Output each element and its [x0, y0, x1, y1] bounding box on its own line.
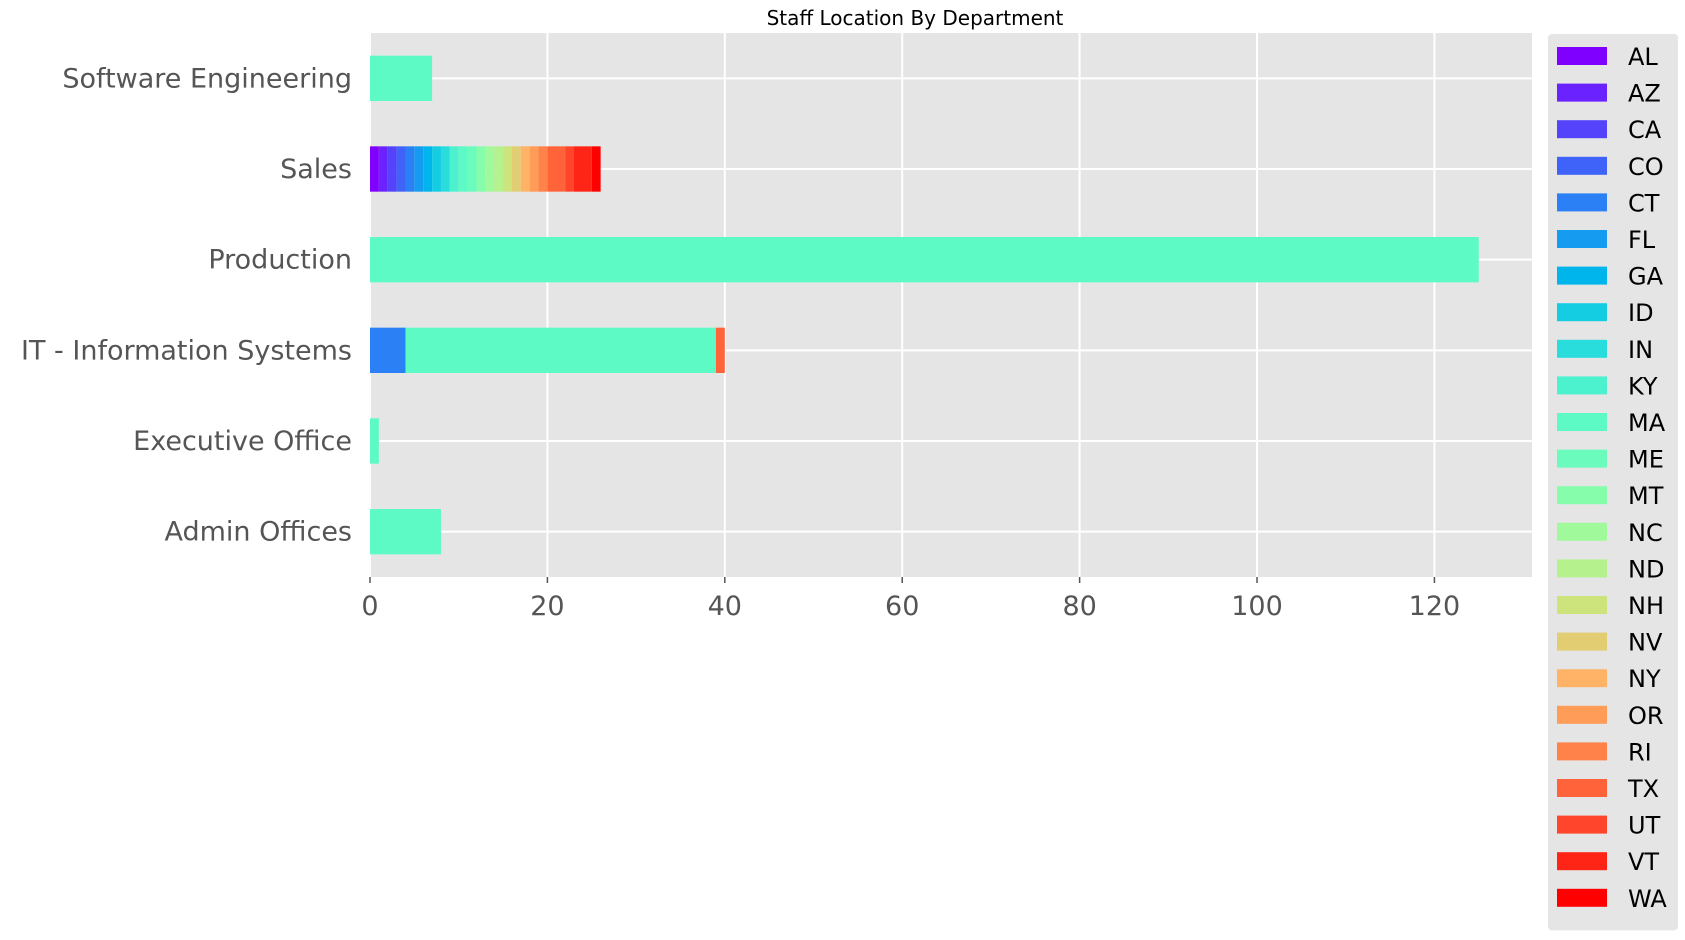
x-tick-label: 60 — [885, 591, 919, 622]
bar-segment-ga — [423, 146, 433, 192]
legend-swatch-mt — [1557, 486, 1607, 505]
bar-segment-me — [467, 146, 477, 192]
legend-label-id: ID — [1628, 299, 1654, 327]
bar-segment-nh — [503, 146, 512, 192]
legend-label-ma: MA — [1628, 409, 1666, 437]
y-tick-label: Software Engineering — [62, 63, 352, 94]
legend-label-al: AL — [1628, 43, 1658, 71]
legend-swatch-az — [1557, 83, 1607, 102]
bar-segment-ma — [370, 55, 433, 101]
legend-label-nd: ND — [1628, 555, 1664, 583]
y-axis-tick-labels: Admin Offices Executive Office IT - Inform… — [21, 63, 352, 547]
legend-label-nc: NC — [1628, 519, 1663, 547]
bar-segment-ky — [449, 146, 459, 192]
bar-segment-ut — [565, 146, 575, 192]
x-axis-tick-labels: 0 20 40 60 80 100 120 — [361, 577, 1460, 622]
legend-label-ky: KY — [1628, 372, 1658, 400]
chart-title: Staff Location By Department — [767, 6, 1064, 30]
legend-swatch-ct — [1557, 193, 1607, 212]
legend-swatch-nc — [1557, 522, 1607, 541]
legend-label-mt: MT — [1628, 482, 1664, 510]
legend-label-me: ME — [1628, 446, 1664, 474]
legend-swatch-fl — [1557, 230, 1607, 248]
plot-area — [370, 33, 1532, 577]
legend-swatch-ca — [1557, 120, 1607, 139]
bar-segment-ma — [405, 327, 716, 373]
bar-segment-mt — [476, 146, 486, 192]
legend-label-wa: WA — [1628, 885, 1667, 913]
bar-segment-nd — [494, 146, 504, 192]
bar-segment-or — [529, 146, 539, 192]
legend-swatch-ri — [1557, 742, 1607, 761]
bar-segment-tx — [547, 146, 566, 192]
x-tick-label: 20 — [530, 591, 564, 622]
legend-label-ct: CT — [1628, 189, 1660, 217]
bar-segment-ca — [387, 146, 397, 192]
legend-swatch-nd — [1557, 559, 1607, 578]
bar-segment-tx — [715, 327, 725, 373]
bar-segment-ct — [405, 146, 415, 192]
bar-segment-nc — [485, 146, 495, 192]
bar-segment-wa — [591, 146, 601, 192]
legend-swatch-vt — [1557, 852, 1607, 871]
legend-label-vt: VT — [1628, 848, 1659, 876]
y-tick-label: Admin Offices — [164, 517, 352, 548]
legend-swatch-id — [1557, 303, 1607, 322]
bar-segment-ny — [520, 146, 530, 192]
bar-segment-al — [370, 146, 379, 192]
legend-label-fl: FL — [1628, 226, 1656, 254]
legend-label-ga: GA — [1628, 263, 1664, 291]
legend-swatch-ga — [1557, 266, 1607, 285]
legend-label-tx: TX — [1627, 775, 1659, 803]
legend-label-ut: UT — [1628, 812, 1661, 840]
legend-label-ri: RI — [1628, 738, 1652, 766]
legend-label-ca: CA — [1628, 116, 1662, 144]
bar-segment-ma — [458, 146, 468, 192]
legend-swatch-ky — [1557, 376, 1607, 395]
legend: AL AZ CA CO CT FL GA ID IN KY MA ME MT NC ND NH NV NY OR RI… — [1548, 34, 1678, 931]
y-tick-label: Production — [208, 245, 352, 276]
bar-segment-az — [378, 146, 388, 192]
legend-swatch-ma — [1557, 413, 1607, 431]
x-tick-label: 40 — [708, 591, 742, 622]
y-tick-label: IT - Information Systems — [21, 335, 352, 366]
legend-label-or: OR — [1628, 702, 1664, 730]
bar-segment-ma — [370, 509, 441, 555]
bar-segment-ma — [370, 418, 379, 464]
legend-label-nh: NH — [1628, 592, 1664, 620]
bar-segment-ct — [370, 327, 406, 373]
legend-label-ny: NY — [1628, 665, 1661, 693]
legend-label-in: IN — [1628, 336, 1653, 364]
legend-label-az: AZ — [1628, 80, 1661, 108]
legend-swatch-nv — [1557, 632, 1607, 651]
bar-segment-nv — [511, 146, 521, 192]
legend-label-co: CO — [1628, 153, 1664, 181]
bar-segment-ri — [538, 146, 548, 192]
bar-segment-id — [432, 146, 441, 192]
x-tick-label: 80 — [1062, 591, 1096, 622]
legend-swatch-wa — [1557, 888, 1607, 907]
x-tick-label: 0 — [361, 591, 378, 622]
legend-swatch-ut — [1557, 815, 1607, 834]
bar-segment-in — [440, 146, 450, 192]
legend-swatch-ny — [1557, 669, 1607, 688]
bar-segment-ma — [370, 237, 1479, 283]
bars — [370, 55, 1479, 555]
x-tick-label: 100 — [1231, 591, 1283, 622]
x-tick-label: 120 — [1409, 591, 1461, 622]
y-tick-label: Sales — [280, 154, 352, 185]
legend-swatch-co — [1557, 156, 1607, 175]
legend-label-nv: NV — [1628, 629, 1663, 657]
bar-segment-fl — [414, 146, 424, 192]
bar-segment-vt — [574, 146, 592, 192]
legend-swatch-nh — [1557, 596, 1607, 614]
y-tick-label: Executive Office — [133, 426, 352, 457]
legend-swatch-tx — [1557, 779, 1607, 797]
legend-swatch-or — [1557, 705, 1607, 724]
bar-segment-co — [396, 146, 406, 192]
legend-swatch-al — [1557, 47, 1607, 65]
legend-swatch-in — [1557, 339, 1607, 358]
legend-swatch-me — [1557, 449, 1607, 468]
